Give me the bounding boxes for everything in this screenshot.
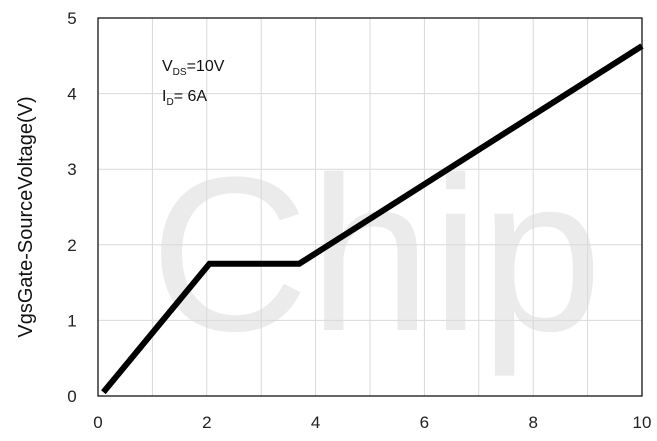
grid: [98, 18, 642, 396]
y-tick-labels: 0 1 2 3 4 5: [67, 9, 76, 406]
y-tick-label: 2: [67, 236, 76, 255]
annotation-id-rest: = 6A: [174, 88, 208, 105]
y-tick-label: 3: [67, 160, 76, 179]
x-tick-label: 4: [311, 413, 320, 432]
x-tick-label: 2: [202, 413, 211, 432]
y-axis-title: VgsGate-SourceVoltage(V): [15, 96, 37, 337]
annotation-vds-sub: DS: [173, 67, 187, 78]
y-tick-label: 1: [67, 311, 76, 330]
x-tick-label: 6: [420, 413, 429, 432]
y-tick-label: 0: [67, 387, 76, 406]
y-tick-label: 4: [67, 85, 76, 104]
x-tick-labels: 0 2 4 6 8 10: [93, 413, 651, 432]
x-tick-label: 10: [633, 413, 652, 432]
series-line: [101, 43, 644, 395]
watermark: Chip: [150, 131, 602, 377]
annotation-id-sub: D: [166, 97, 173, 108]
annotation-id-main: I: [162, 88, 166, 105]
x-tick-label: 0: [93, 413, 102, 432]
annotation-vds-rest: =10V: [187, 58, 225, 75]
annotation-vds: VDS=10V: [162, 58, 225, 78]
y-tick-label: 5: [67, 9, 76, 28]
annotation-id: ID= 6A: [162, 88, 207, 108]
plot-frame: [97, 17, 643, 397]
annotation-vds-main: V: [162, 58, 173, 75]
x-tick-label: 8: [528, 413, 537, 432]
